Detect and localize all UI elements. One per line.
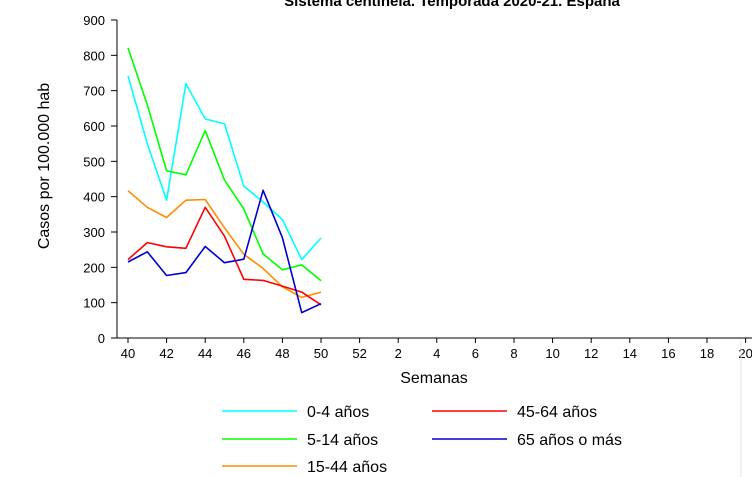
x-tick-label: 52 [352, 346, 366, 361]
y-tick-label: 600 [83, 119, 105, 134]
y-tick-label: 200 [83, 260, 105, 275]
x-tick-label: 44 [198, 346, 212, 361]
y-tick-label: 700 [83, 84, 105, 99]
chart-title: Sistema centinela. Temporada 2020-21. Es… [284, 0, 620, 10]
legend: 0-4 años 5-14 años 15-44 años 45-64 años 65 … [222, 404, 622, 476]
x-tick-label: 16 [661, 346, 675, 361]
x-tick-label: 14 [623, 346, 637, 361]
y-tick-label: 800 [83, 48, 105, 63]
x-tick-label: 50 [314, 346, 328, 361]
x-tick-label: 20 [738, 346, 752, 361]
x-tick-label: 46 [237, 346, 251, 361]
y-ticks: 0 100 200 300 400 500 600 700 800 900 [83, 13, 117, 346]
x-axis-title: Semanas [400, 370, 468, 387]
y-tick-label: 100 [83, 296, 105, 311]
legend-label-3: 15-44 años [307, 459, 387, 476]
x-tick-label: 48 [275, 346, 289, 361]
series-line-3 [127, 190, 322, 299]
y-tick-label: 500 [83, 154, 105, 169]
y-tick-label: 900 [83, 13, 105, 28]
series-lines [127, 47, 322, 314]
x-tick-label: 18 [700, 346, 714, 361]
series-line-4 [127, 206, 322, 306]
legend-label-1: 0-4 años [307, 404, 369, 421]
x-tick-label: 40 [121, 346, 135, 361]
y-axis-title: Casos por 100.000 hab [36, 83, 53, 249]
series-line-2 [127, 47, 322, 282]
x-tick-label: 6 [472, 346, 479, 361]
y-tick-label: 300 [83, 225, 105, 240]
x-tick-label: 4 [433, 346, 440, 361]
legend-label-4: 45-64 años [517, 404, 597, 421]
y-tick-label: 400 [83, 190, 105, 205]
axes [116, 20, 752, 339]
series-line-5 [127, 189, 322, 314]
series-line-1 [127, 75, 322, 261]
x-tick-label: 8 [510, 346, 517, 361]
y-tick-label: 0 [98, 331, 105, 346]
x-tick-label: 12 [584, 346, 598, 361]
x-tick-label: 10 [545, 346, 559, 361]
x-ticks: 40 42 44 46 48 50 52 2 4 6 8 10 12 14 16 18 20 [121, 338, 752, 361]
legend-label-2: 5-14 años [307, 432, 378, 449]
x-tick-label: 2 [395, 346, 402, 361]
legend-label-5: 65 años o más [517, 432, 622, 449]
x-tick-label: 42 [159, 346, 173, 361]
